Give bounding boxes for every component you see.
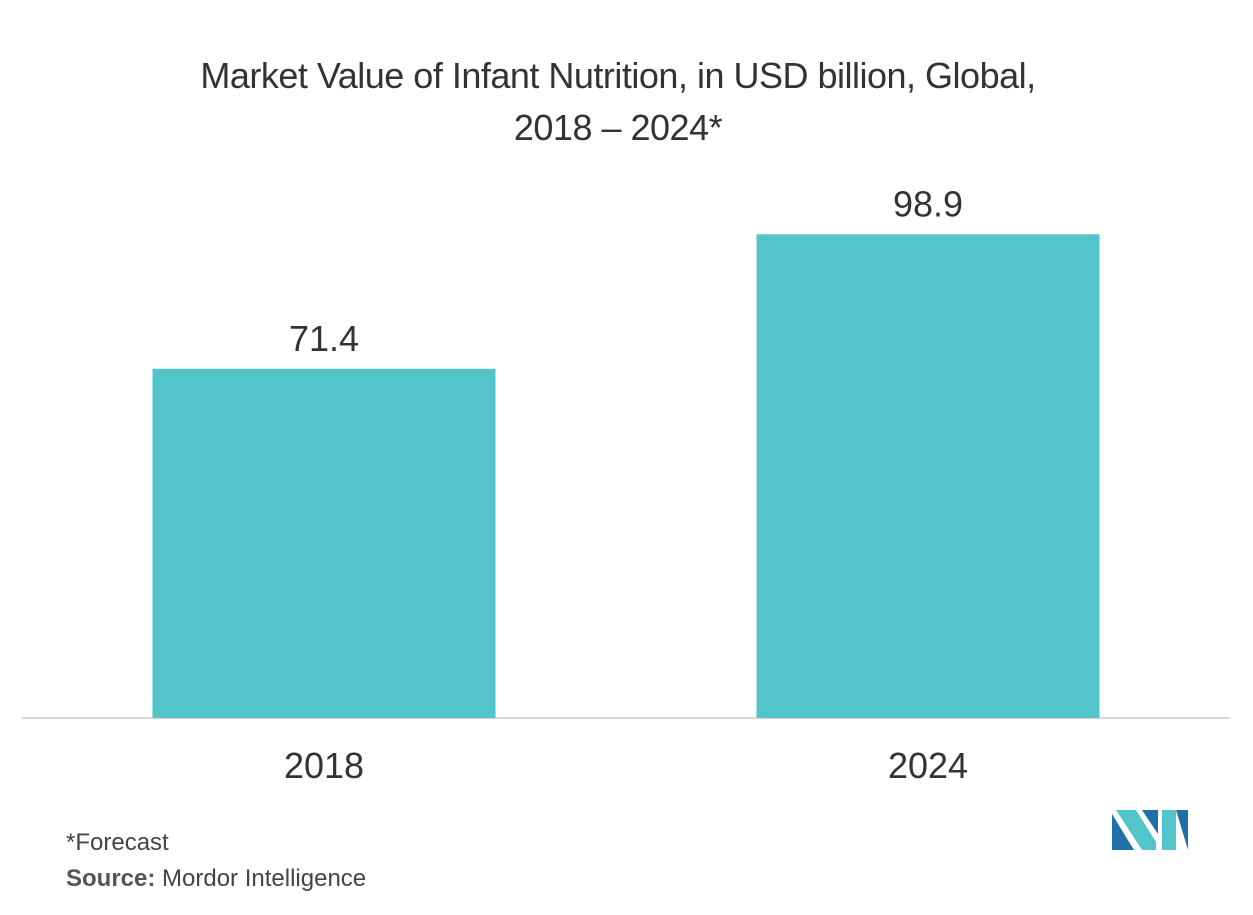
source-text: Mordor Intelligence [162,865,367,892]
source-note: Source: Mordor Intelligence [66,864,366,894]
bar-chart: 71.4 2018 98.9 2024 [22,183,1230,786]
x-tick-label-2018: 2018 [284,745,364,786]
chart-title: Market Value of Infant Nutrition, in USD… [0,50,1236,154]
data-label-2024: 98.9 [893,183,963,224]
forecast-footnote: *Forecast [66,829,169,856]
source-label: Source: [66,865,156,892]
mordor-intelligence-logo-icon [1112,810,1188,850]
data-label-2018: 71.4 [289,318,359,359]
bar-2018 [152,368,496,718]
x-tick-label-2024: 2024 [888,745,968,786]
chart-title-line-2: 2018 – 2024* [513,107,723,148]
chart-title-line-1: Market Value of Infant Nutrition, in USD… [200,55,1036,96]
bar-2024 [756,234,1100,718]
